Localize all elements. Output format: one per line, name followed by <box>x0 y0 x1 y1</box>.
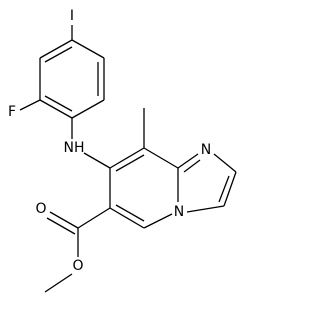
bond <box>186 205 225 213</box>
atom-label: O <box>72 258 83 274</box>
bond <box>77 207 111 229</box>
bond <box>39 99 73 119</box>
bond <box>109 147 145 169</box>
bond <box>39 39 73 59</box>
bond <box>71 99 105 119</box>
bonds <box>19 25 237 293</box>
bond <box>183 159 201 173</box>
bond <box>19 99 41 111</box>
bond <box>177 153 199 169</box>
bond <box>115 204 145 222</box>
bond <box>218 175 230 203</box>
bond <box>44 273 73 293</box>
bond <box>44 46 73 63</box>
bond <box>71 39 105 59</box>
atom-label: F <box>8 104 16 120</box>
atom-label: N <box>201 142 211 158</box>
bond <box>44 95 73 112</box>
bond <box>49 211 79 229</box>
bond <box>143 213 173 229</box>
bond <box>143 147 179 169</box>
molecule: I F NH N N O O <box>8 8 237 293</box>
atom-label: N <box>174 204 184 220</box>
bond <box>109 207 145 229</box>
atom-label: I <box>70 8 74 24</box>
bond <box>115 154 145 172</box>
bond <box>83 152 111 169</box>
bond <box>46 217 76 235</box>
bond <box>213 153 237 173</box>
bond <box>223 171 237 207</box>
atom-label: O <box>35 201 46 217</box>
atom-label: NH <box>64 140 85 156</box>
